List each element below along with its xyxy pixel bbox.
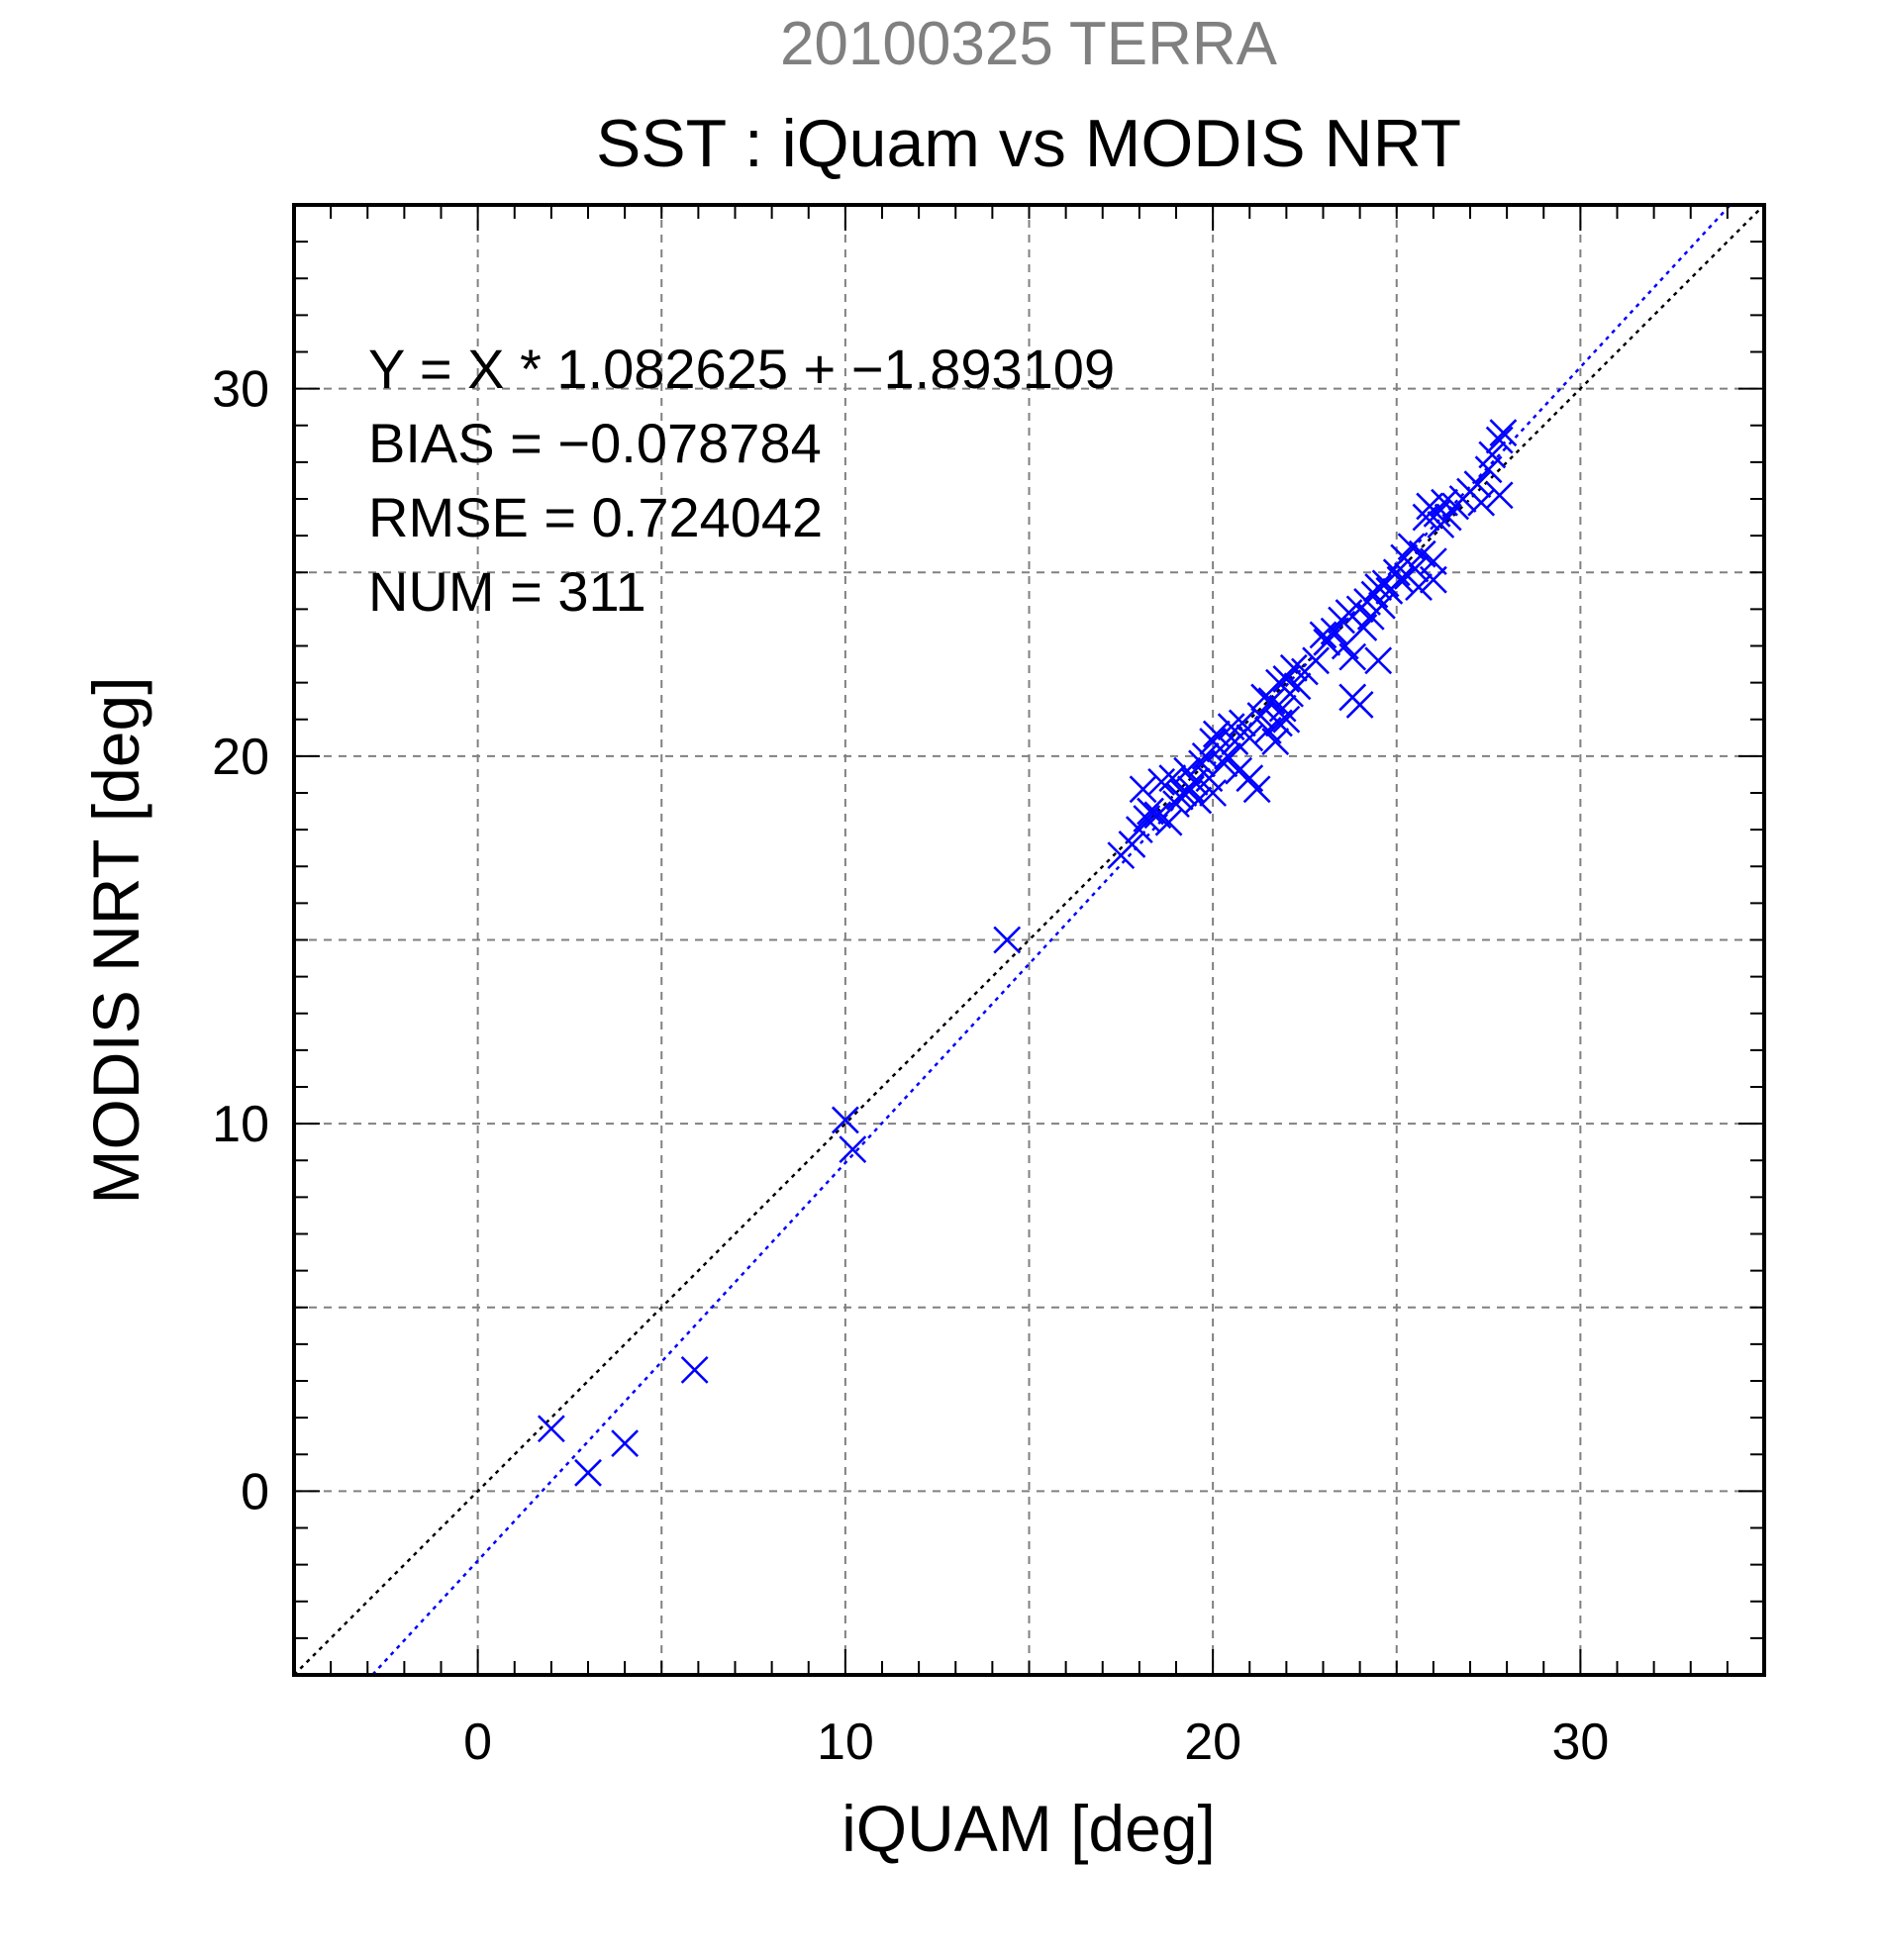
data-point bbox=[1118, 831, 1146, 858]
data-point bbox=[1419, 547, 1447, 576]
data-point bbox=[831, 1106, 859, 1134]
chart-title: 20100325 TERRA bbox=[780, 10, 1278, 78]
data-point bbox=[839, 1135, 867, 1164]
data-point bbox=[1279, 653, 1308, 682]
data-point bbox=[1261, 728, 1290, 755]
data-point bbox=[1228, 709, 1256, 737]
bias-value: BIAS = −0.078784 bbox=[368, 412, 822, 474]
tick-labels: 0 10 20 30 0 10 20 30 bbox=[212, 361, 1609, 1771]
axis-ticks bbox=[294, 205, 1764, 1675]
data-point bbox=[1364, 573, 1393, 602]
data-point bbox=[993, 926, 1022, 954]
data-point bbox=[1199, 779, 1228, 807]
y-tick-label: 30 bbox=[212, 361, 269, 419]
data-point bbox=[1345, 690, 1374, 719]
data-point bbox=[611, 1429, 640, 1458]
data-point bbox=[1283, 672, 1312, 701]
data-point bbox=[1485, 426, 1514, 454]
data-point bbox=[1236, 724, 1264, 752]
data-point bbox=[1382, 558, 1411, 587]
data-point bbox=[574, 1458, 602, 1487]
x-tick-label: 10 bbox=[817, 1714, 874, 1771]
data-point bbox=[1401, 554, 1430, 583]
stats-block: Y = X * 1.082625 + −1.893109 BIAS = −0.0… bbox=[368, 338, 1115, 623]
data-point bbox=[680, 1355, 709, 1384]
data-point bbox=[1302, 646, 1330, 675]
data-point bbox=[1272, 705, 1301, 734]
data-point bbox=[1338, 642, 1367, 671]
data-point bbox=[1309, 621, 1337, 649]
x-tick-label: 20 bbox=[1184, 1714, 1241, 1771]
rmse-value: RMSE = 0.724042 bbox=[368, 486, 823, 548]
data-point bbox=[1184, 786, 1213, 815]
data-point bbox=[1137, 797, 1164, 826]
data-point bbox=[1485, 481, 1514, 510]
data-point bbox=[1210, 749, 1238, 778]
data-point bbox=[1147, 767, 1176, 796]
num-value: NUM = 311 bbox=[368, 560, 646, 623]
data-point bbox=[1265, 709, 1293, 737]
data-point bbox=[1489, 419, 1518, 447]
data-point bbox=[1364, 646, 1393, 675]
x-tick-label: 0 bbox=[463, 1714, 492, 1771]
y-tick-label: 20 bbox=[212, 729, 269, 786]
chart-subtitle: SST : iQuam vs MODIS NRT bbox=[596, 106, 1461, 181]
data-point bbox=[537, 1415, 565, 1443]
y-tick-label: 0 bbox=[241, 1463, 269, 1520]
y-axis-label: MODIS NRT [deg] bbox=[79, 676, 152, 1204]
data-point bbox=[1154, 808, 1183, 836]
grid-lines bbox=[294, 205, 1764, 1675]
data-points bbox=[537, 419, 1518, 1487]
data-point bbox=[1478, 441, 1507, 469]
data-point bbox=[1405, 573, 1433, 602]
x-axis-label: iQUAM [deg] bbox=[842, 1792, 1216, 1865]
x-tick-label: 30 bbox=[1551, 1714, 1609, 1771]
y-tick-label: 10 bbox=[212, 1096, 269, 1153]
data-point bbox=[1467, 488, 1496, 517]
data-point bbox=[1129, 775, 1157, 804]
data-point bbox=[1463, 470, 1492, 499]
data-point bbox=[1214, 741, 1241, 770]
data-point bbox=[1242, 775, 1271, 804]
data-point bbox=[1188, 749, 1216, 778]
regression-equation: Y = X * 1.082625 + −1.893109 bbox=[368, 338, 1115, 400]
data-point bbox=[1412, 503, 1440, 532]
data-point bbox=[1246, 702, 1275, 730]
